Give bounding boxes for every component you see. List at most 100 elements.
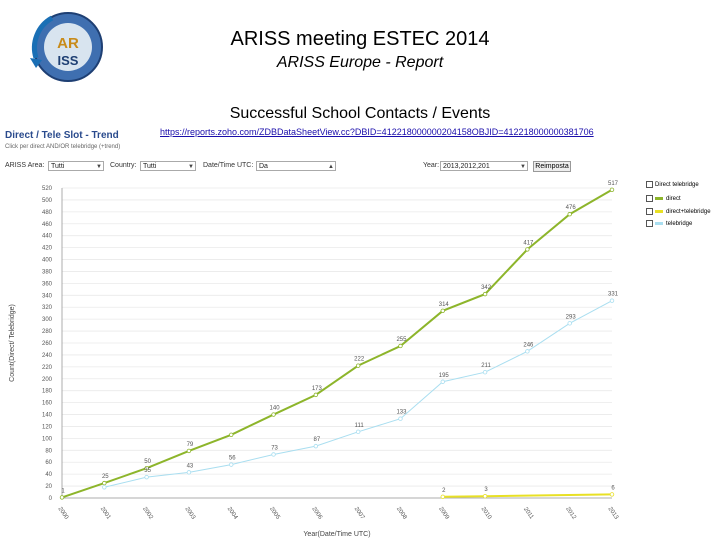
x-tick-label: 2002 [141, 506, 154, 521]
data-label: 87 [314, 437, 321, 443]
x-tick-label: 2008 [395, 506, 408, 521]
legend-swatch [655, 197, 663, 200]
data-point [59, 495, 65, 500]
y-tick-label: 320 [42, 305, 53, 311]
data-point [398, 343, 403, 349]
country-label: Country: [110, 162, 137, 169]
data-point [186, 470, 192, 475]
legend-label: direct [666, 196, 681, 203]
data-label: 517 [608, 181, 619, 187]
data-label: 293 [566, 314, 577, 320]
ariss-logo: AR ISS [22, 8, 114, 86]
data-point [525, 247, 530, 252]
y-tick-label: 440 [42, 234, 53, 240]
legend-swatch [655, 210, 663, 213]
data-point [440, 379, 445, 384]
data-label: 222 [354, 357, 365, 363]
data-label: 1 [61, 488, 65, 494]
data-point [229, 462, 234, 467]
ariss-area-value: Tutti [51, 163, 65, 170]
legend-item-1[interactable]: direct [646, 195, 681, 202]
data-point [609, 492, 615, 497]
y-tick-label: 0 [49, 496, 53, 502]
data-label: 35 [144, 468, 151, 474]
data-point [102, 485, 107, 490]
data-point [609, 298, 615, 303]
y-tick-label: 40 [45, 472, 52, 478]
y-tick-label: 80 [45, 448, 52, 454]
checkbox-icon [646, 208, 653, 215]
y-tick-label: 360 [42, 281, 53, 287]
data-point [313, 392, 319, 398]
x-tick-label: 2003 [183, 506, 196, 521]
x-tick-label: 2007 [353, 506, 366, 521]
data-label: 314 [439, 302, 450, 308]
data-point [355, 363, 361, 368]
report-link[interactable]: https://reports.zoho.com/ZDBDataSheetVie… [160, 127, 594, 137]
legend-item-3[interactable]: telebridge [646, 220, 692, 227]
y-tick-label: 520 [42, 186, 53, 192]
data-point [609, 187, 615, 192]
x-tick-label: 2011 [522, 506, 535, 521]
data-point [186, 448, 192, 454]
data-label: 140 [270, 406, 281, 412]
data-label: 6 [611, 485, 615, 491]
reset-button[interactable]: Reimposta [533, 161, 571, 172]
ariss-area-label: ARISS Area: [5, 162, 45, 169]
date-select[interactable]: Da ▲ [256, 161, 336, 171]
y-tick-label: 20 [45, 484, 52, 490]
data-point [355, 429, 361, 435]
data-point [567, 212, 572, 217]
legend-swatch [655, 222, 663, 225]
data-label: 173 [312, 386, 323, 392]
chevron-down-icon: ▼ [520, 164, 526, 170]
checkbox-icon [646, 181, 653, 188]
data-label: 331 [608, 292, 619, 298]
data-point [482, 291, 488, 297]
data-label: 133 [396, 410, 407, 416]
legend-label: direct+telebridge [666, 209, 711, 216]
x-tick-label: 2000 [57, 506, 70, 521]
year-select[interactable]: 2013,2012,201 ▼ [440, 161, 528, 171]
legend-item-2[interactable]: direct+telebridge [646, 208, 711, 215]
country-value: Tutti [143, 163, 157, 170]
y-tick-label: 180 [42, 389, 53, 395]
data-label: 50 [144, 459, 151, 465]
data-label: 476 [566, 205, 577, 211]
data-point [440, 494, 445, 500]
series-line-direct [61, 188, 613, 499]
data-label: 417 [523, 240, 534, 246]
year-value: 2013,2012,201 [443, 163, 490, 170]
data-point [482, 370, 488, 375]
y-tick-label: 220 [42, 365, 53, 371]
y-tick-label: 460 [42, 222, 53, 228]
y-tick-label: 120 [42, 424, 53, 430]
series-line-telebridge [104, 300, 613, 488]
checkbox-icon [646, 195, 653, 202]
legend-label: telebridge [666, 221, 693, 228]
data-label: 56 [229, 456, 236, 462]
data-label: 3 [484, 487, 488, 493]
data-point [229, 432, 234, 438]
data-label: 111 [355, 423, 365, 429]
y-tick-label: 140 [42, 413, 53, 419]
data-point [144, 474, 149, 480]
x-tick-label: 2009 [437, 506, 450, 521]
x-tick-label: 2004 [226, 506, 239, 521]
ariss-area-select[interactable]: Tutti ▼ [48, 161, 104, 171]
y-tick-label: 240 [42, 353, 53, 359]
country-select[interactable]: Tutti ▼ [140, 161, 196, 171]
data-label: 211 [481, 363, 491, 369]
page-title: ARISS meeting ESTEC 2014 [230, 28, 490, 50]
y-axis-title: Count(Direct/ Telebridge) [9, 304, 16, 382]
series-line-direct+telebridge [442, 493, 613, 498]
report-hint: Click per direct AND/OR telebridge (+tre… [5, 144, 121, 150]
x-tick-label: 2013 [607, 506, 620, 521]
legend-item-0[interactable]: Direct telebridge [646, 181, 699, 188]
logo-text-iss: ISS [58, 53, 79, 68]
page-subtitle: ARISS Europe - Report [276, 54, 444, 71]
y-tick-label: 260 [42, 341, 53, 347]
y-tick-label: 100 [42, 436, 53, 442]
y-tick-label: 280 [42, 329, 53, 335]
y-tick-label: 400 [42, 258, 53, 264]
